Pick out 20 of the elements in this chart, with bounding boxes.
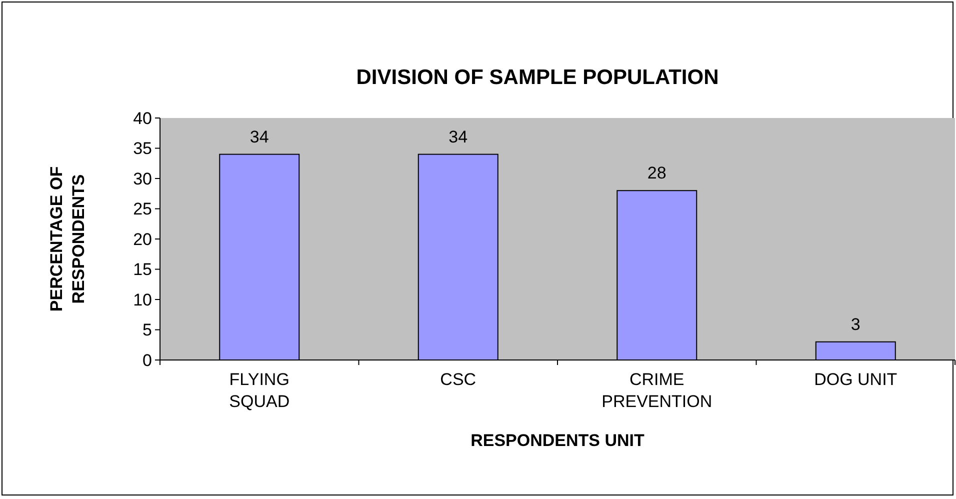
y-axis-title: PERCENTAGE OF RESPONDENTS [47,166,88,312]
x-axis-title: RESPONDENTS UNIT [470,431,646,450]
x-tick-label: CSC [440,370,476,389]
x-tick-label: DOG UNIT [814,370,898,389]
x-tick-label: CRIME PREVENTION [602,370,712,411]
y-tick-label: 5 [142,320,152,340]
y-tick-label: 20 [133,230,152,249]
data-label: 28 [647,164,666,183]
data-label: 34 [250,127,269,146]
y-tick-label: 15 [133,260,152,280]
y-tick-label: 40 [133,108,152,128]
x-tick-label: FLYING SQUAD [229,370,290,411]
data-label: 3 [850,314,860,334]
y-tick-label: 0 [142,350,152,370]
chart-title: DIVISION OF SAMPLE POPULATION [356,66,719,89]
y-tick-label: 10 [133,290,152,310]
y-tick-label: 25 [133,200,152,219]
data-label: 34 [448,127,468,146]
y-tick-label: 35 [133,139,152,158]
y-tick-label: 30 [133,169,152,188]
